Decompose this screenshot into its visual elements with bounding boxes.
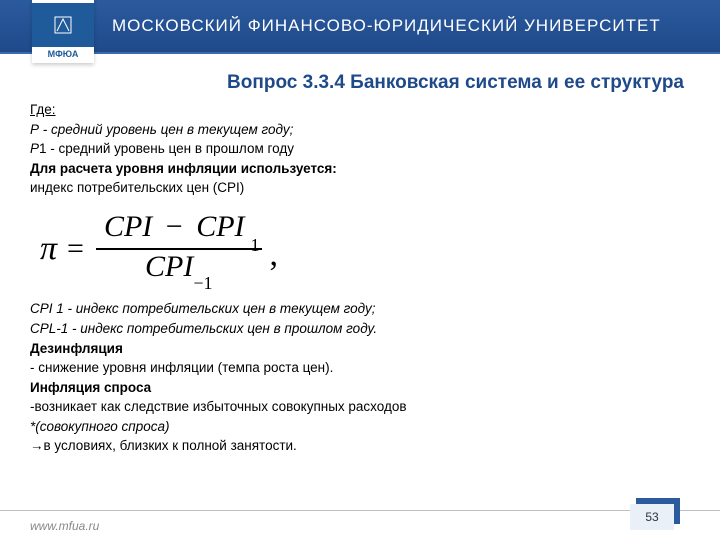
logo: МФЮА <box>32 0 94 63</box>
formula-eq: = <box>67 227 84 271</box>
cpl1-line: CPL-1 - индекс потребительских цен в про… <box>30 319 690 339</box>
demand-line1: -возникает как следствие избыточных сово… <box>30 397 690 417</box>
formula-pi: π <box>40 224 57 273</box>
formula-comma: , <box>270 230 279 279</box>
demand-line3: →в условиях, близких к полной занятости. <box>30 436 690 456</box>
logo-mark <box>32 3 94 47</box>
formula-numerator: CPI − CPI1 <box>96 210 262 248</box>
logo-abbr: МФЮА <box>48 49 79 59</box>
num-minus: − <box>166 210 183 243</box>
logo-icon <box>53 15 73 35</box>
num-sub: 1 <box>251 235 260 255</box>
den-sub: −1 <box>193 273 212 293</box>
footer-url: www.mfua.ru <box>30 519 99 533</box>
slide-header: МФЮА МОСКОВСКИЙ ФИНАНСОВО-ЮРИДИЧЕСКИЙ УН… <box>0 0 720 54</box>
slide-footer: www.mfua.ru <box>0 510 720 540</box>
formula-denominator: CPI−1 <box>137 250 220 288</box>
calc-heading: Для расчета уровня инфляции используется… <box>30 159 690 179</box>
desinflation-text: - снижение уровня инфляции (темпа роста … <box>30 358 690 378</box>
p-current-line: Р - средний уровень цен в текущем году; <box>30 120 690 140</box>
demand-line2: *(совокупного спроса) <box>30 417 690 437</box>
page-number-box: 53 <box>630 504 674 530</box>
formula-fraction: CPI − CPI1 CPI−1 <box>96 210 262 288</box>
cpi1-line: CPI 1 - индекс потребительских цен в тек… <box>30 299 690 319</box>
cpi-index: индекс потребительских цен (CPI) <box>30 178 690 198</box>
p-current: Р - средний уровень цен в текущем году; <box>30 122 293 137</box>
slide-content: Вопрос 3.3.4 Банковская система и ее стр… <box>0 54 720 456</box>
slide-title: Вопрос 3.3.4 Банковская система и ее стр… <box>30 72 684 94</box>
p-prev-prefix: Р <box>30 141 39 156</box>
num-right: CPI <box>196 210 244 243</box>
p-prev-rest: - средний уровень цен в прошлом году <box>47 141 294 156</box>
p-prev-sub: 1 <box>39 141 47 156</box>
where-label: Где: <box>30 100 690 120</box>
p-prev-line: Р1 - средний уровень цен в прошлом году <box>30 139 690 159</box>
cpl1: CPL-1 - индекс потребительских цен в про… <box>30 321 377 336</box>
page-number: 53 <box>630 504 674 530</box>
demand-heading: Инфляция спроса <box>30 378 690 398</box>
body-text: Где: Р - средний уровень цен в текущем г… <box>30 100 690 456</box>
cpi1: CPI 1 - индекс потребительских цен в тек… <box>30 301 375 316</box>
formula: π = CPI − CPI1 CPI−1 , <box>40 210 690 288</box>
desinflation-heading: Дезинфляция <box>30 339 690 359</box>
num-left: CPI <box>104 210 152 243</box>
university-name: МОСКОВСКИЙ ФИНАНСОВО-ЮРИДИЧЕСКИЙ УНИВЕРС… <box>112 16 661 36</box>
den-main: CPI <box>145 250 193 283</box>
